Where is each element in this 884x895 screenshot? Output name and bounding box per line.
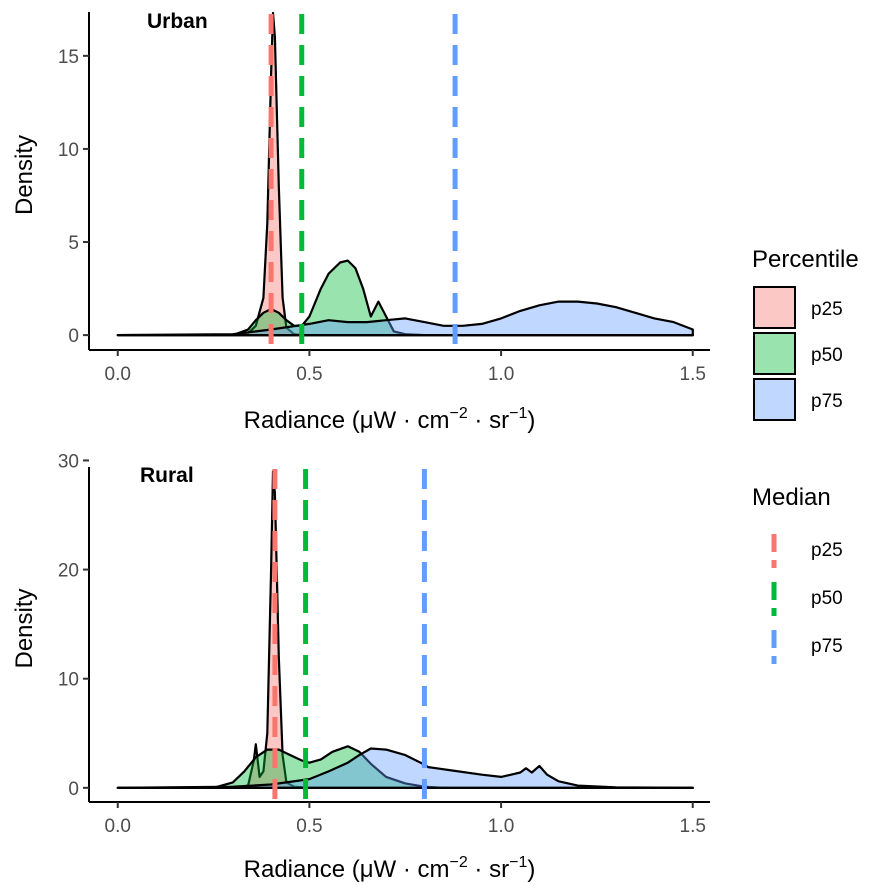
legend-key-p50 (753, 332, 796, 375)
panel-label: Rural (140, 464, 194, 487)
y-tick-label: 0 (68, 326, 79, 347)
density-p75 (116, 747, 694, 789)
legend-median-title: Median (752, 484, 831, 511)
legend-label-p50: p50 (811, 345, 843, 366)
x-axis-title-part: cm (418, 856, 450, 883)
x-axis-title-part: −1 (509, 405, 527, 422)
x-tick-label: 1.0 (488, 364, 514, 385)
y-axis-title: Density (11, 588, 38, 668)
x-axis-title-part: ) (527, 407, 535, 434)
legend-percentile-title: Percentile (752, 246, 859, 273)
x-axis-title-part: −2 (450, 854, 468, 871)
y-tick-label: 20 (58, 561, 79, 582)
y-tick-label: 15 (58, 47, 79, 68)
x-axis-title-part: Radiance (μW (244, 407, 397, 434)
x-axis-title: Radiance (μW · cm−2 · sr−1) (244, 854, 536, 883)
legend-key-p75 (753, 378, 796, 421)
y-tick-label: 10 (58, 140, 79, 161)
y-tick-label: 5 (68, 233, 79, 254)
density-p25 (116, 470, 694, 789)
legend: Percentile p25 p50 p75 Median p25 p50 p75 (752, 246, 859, 664)
legend-label-p25: p25 (811, 299, 843, 320)
panel-label: Urban (147, 10, 208, 33)
y-axis-title: Density (11, 135, 38, 215)
x-axis-title-part: · (468, 407, 489, 434)
panel-urban: 0 5 10 15 0.0 0.5 1.0 1.5 Urban Density Radiance (… (11, 10, 710, 434)
density-p25 (116, 11, 694, 337)
y-tick-label: 0 (68, 779, 79, 800)
x-axis-title-part: · (396, 407, 417, 434)
legend-median-label-p50: p50 (811, 588, 843, 609)
panel-rural: 0 10 20 30 0.0 0.5 1.0 1.5 Rural Density Radiance … (11, 451, 710, 883)
x-axis-title-part: cm (418, 407, 450, 434)
legend-label-p75: p75 (811, 391, 843, 412)
x-axis-title-part: sr (489, 407, 509, 434)
legend-median-label-p75: p75 (811, 636, 843, 657)
x-tick-label: 1.5 (680, 364, 706, 385)
legend-median-label-p25: p25 (811, 540, 843, 561)
x-axis-title: Radiance (μW · cm−2 · sr−1) (244, 405, 536, 434)
density-p75 (116, 300, 694, 337)
x-tick-label: 0.0 (105, 364, 131, 385)
x-tick-label: 0.0 (105, 816, 131, 837)
x-tick-label: 1.0 (488, 816, 514, 837)
y-tick-label: 30 (58, 451, 79, 472)
x-tick-label: 0.5 (296, 364, 322, 385)
legend-key-p25 (753, 286, 796, 329)
x-tick-label: 1.5 (680, 816, 706, 837)
x-axis-title-part: · (468, 856, 489, 883)
x-tick-label: 0.5 (296, 816, 322, 837)
x-axis-title-part: ) (527, 856, 535, 883)
density-p50 (116, 259, 694, 337)
x-axis-title-part: Radiance (μW (244, 856, 397, 883)
x-axis-title-part: −2 (450, 405, 468, 422)
x-axis-title-part: −1 (509, 854, 527, 871)
x-axis-title-part: · (396, 856, 417, 883)
y-tick-label: 10 (58, 670, 79, 691)
x-axis-title-part: sr (489, 856, 509, 883)
